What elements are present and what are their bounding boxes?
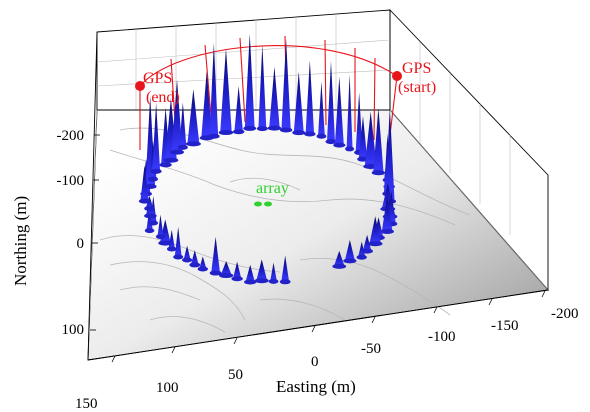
spike <box>281 39 290 130</box>
spike-base <box>255 278 269 283</box>
x-tick-label: -50 <box>361 341 381 357</box>
spike-base <box>164 158 179 163</box>
spike-base <box>186 141 201 146</box>
spike-base <box>145 228 155 233</box>
spike <box>220 48 232 132</box>
x-tick-label: -100 <box>428 329 456 345</box>
spike-base <box>244 280 256 285</box>
spike <box>234 86 243 132</box>
spike-base <box>333 143 345 148</box>
spike-base <box>170 150 184 155</box>
gps-start-label: GPS (start) <box>398 60 436 96</box>
spike-base <box>269 279 279 284</box>
spike-base <box>149 221 158 226</box>
spike-base <box>243 126 256 131</box>
gps-end-label: GPS (end) <box>143 70 180 106</box>
spike-base <box>345 146 354 151</box>
spike <box>245 34 255 129</box>
x-tick-label: 0 <box>311 354 319 370</box>
y-axis-title: Northing (m) <box>11 196 30 286</box>
spike-base <box>332 264 346 269</box>
gps-start-line1: GPS <box>402 60 431 77</box>
spike-base <box>210 271 222 276</box>
spike-base <box>173 254 183 259</box>
spike-base <box>151 169 162 174</box>
spike-base <box>304 132 316 137</box>
spike-base <box>233 129 245 134</box>
x-tick-label: -200 <box>551 306 579 322</box>
spike <box>210 43 219 136</box>
spike-base <box>144 206 154 211</box>
spike-base <box>167 246 176 251</box>
y-tick-label: 0 <box>77 236 85 252</box>
spike-base <box>178 145 188 150</box>
gps-end-line2: (end) <box>146 89 180 106</box>
spike-base <box>280 279 291 284</box>
x-tick-label: 150 <box>75 396 98 412</box>
spike-base <box>139 199 150 204</box>
spike-base <box>368 241 383 246</box>
spike-base <box>148 177 158 182</box>
spike-base <box>257 126 268 131</box>
spike-base <box>325 139 336 144</box>
x-tick-label: -150 <box>491 318 519 334</box>
spike-base <box>268 126 282 131</box>
spike-base <box>156 234 165 239</box>
x-axis-title: Easting (m) <box>276 377 356 396</box>
gps-start-line2: (start) <box>398 79 436 96</box>
spike-base <box>380 229 394 234</box>
spike-base <box>219 130 234 135</box>
spike-base <box>182 257 192 262</box>
spike <box>306 60 315 134</box>
spike-base <box>357 255 367 260</box>
y-axis-tick-labels: -200 -100 0 100 <box>57 128 85 338</box>
spike-base <box>144 213 157 218</box>
x-tick-label: 100 <box>156 380 179 396</box>
gps-arc <box>140 46 397 86</box>
y-tick-label: -100 <box>57 173 85 189</box>
gps-end-line1: GPS <box>143 70 172 87</box>
x-tick-label: 50 <box>228 367 243 383</box>
spike-base <box>292 130 305 135</box>
spike-base <box>372 170 385 175</box>
spike-base <box>198 267 208 272</box>
spike-base <box>343 258 356 263</box>
spike <box>294 72 304 133</box>
spike-base <box>317 134 327 139</box>
spike-base <box>189 262 200 267</box>
array-label: array <box>256 180 289 197</box>
spike-base <box>208 134 220 139</box>
spike-base <box>159 162 171 167</box>
spike <box>258 45 266 129</box>
y-tick-label: 100 <box>62 322 85 338</box>
spike-base <box>158 241 172 246</box>
y-tick-label: -200 <box>57 128 85 144</box>
spike-base <box>280 127 292 132</box>
spike-base <box>231 276 242 281</box>
spike <box>318 82 325 136</box>
